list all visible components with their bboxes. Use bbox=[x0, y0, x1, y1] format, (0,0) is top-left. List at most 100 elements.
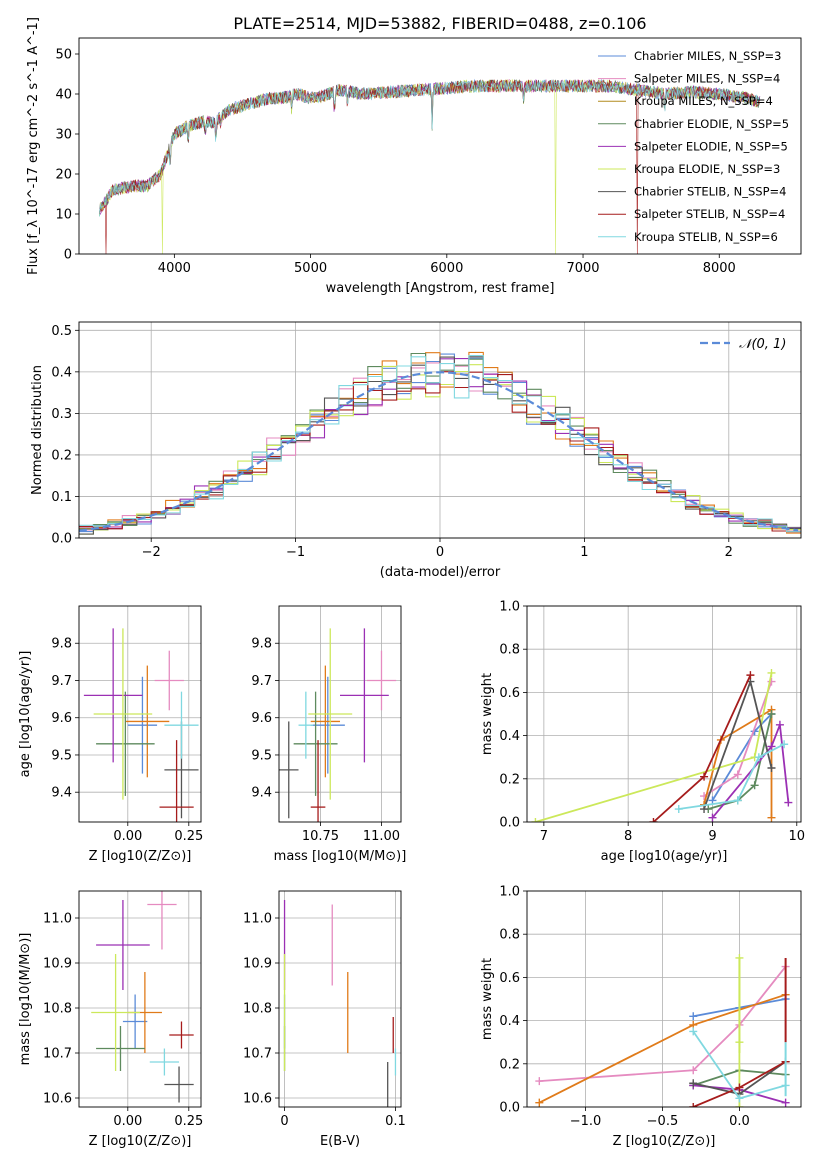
y-tick-label: 9.4 bbox=[251, 786, 272, 801]
x-tick-label: −2 bbox=[142, 545, 161, 560]
x-tick-label: 0 bbox=[436, 545, 444, 560]
weight-line bbox=[711, 724, 790, 819]
x-tick-label: 8000 bbox=[703, 261, 736, 276]
weight-marker bbox=[700, 805, 709, 814]
legend-label: Salpeter MILES, N_SSP=4 bbox=[634, 72, 780, 86]
x-tick-label: 7 bbox=[540, 829, 548, 844]
weight-marker bbox=[708, 813, 717, 822]
y-tick-label: 9.8 bbox=[251, 637, 272, 652]
weight-marker bbox=[784, 798, 793, 807]
x-tick-label: 8 bbox=[624, 829, 632, 844]
x-tick-label: 0.25 bbox=[174, 1114, 203, 1129]
weight-marker bbox=[767, 742, 776, 751]
y-tick-label: 0.6 bbox=[499, 686, 520, 701]
weight-marker bbox=[767, 710, 776, 718]
x-axis-label: mass [log10(M/M⊙)] bbox=[274, 849, 407, 864]
y-tick-label: 11.0 bbox=[243, 912, 272, 927]
y-tick-label: 9.4 bbox=[51, 786, 72, 801]
y-axis-label: Normed distribution bbox=[30, 365, 45, 495]
y-tick-label: 50 bbox=[55, 48, 72, 63]
y-tick-label: 1.0 bbox=[499, 600, 520, 615]
y-tick-label: 0.2 bbox=[499, 772, 520, 787]
plot-frame bbox=[78, 321, 802, 539]
weight-marker bbox=[689, 1066, 698, 1075]
weight-marker bbox=[700, 772, 709, 781]
y-tick-label: 0.4 bbox=[499, 729, 520, 744]
y-axis-label: Flux [f_λ 10^-17 erg cm^-2 s^-1 A^-1] bbox=[26, 17, 41, 275]
x-tick-label: 0.00 bbox=[113, 1114, 142, 1129]
weight-marker bbox=[754, 753, 763, 762]
y-tick-label: 10.7 bbox=[243, 1047, 272, 1062]
y-tick-label: 9.7 bbox=[251, 674, 272, 689]
x-tick-label: 0 bbox=[280, 1114, 288, 1129]
axes-residuals: −2 −1 0 1 2 0.0 0.1 0.2 0.3 0.4 0.5 (data-model)/er… bbox=[30, 322, 801, 580]
x-axis-label: age [log10(age/yr)] bbox=[601, 849, 728, 864]
x-tick-label: 10.75 bbox=[302, 829, 339, 844]
legend-label: Chabrier ELODIE, N_SSP=5 bbox=[634, 117, 789, 131]
y-tick-label: 0.0 bbox=[499, 1101, 520, 1116]
axes-z-age: 0.00 0.25 9.4 9.5 9.6 9.7 9.8 Z [log10(Z/Z⊙)] ag… bbox=[18, 606, 203, 864]
errorbar-points bbox=[283, 900, 397, 1107]
x-tick-label: 0.00 bbox=[113, 829, 142, 844]
weight-marker bbox=[531, 818, 540, 822]
legend-label: Salpeter ELODIE, N_SSP=5 bbox=[634, 139, 788, 153]
axes-z-weight: −1.0 −0.5 0.0 0.0 0.2 0.4 0.6 0.8 1.0 Z [log10(Z/… bbox=[480, 885, 801, 1149]
weight-series bbox=[531, 668, 793, 822]
y-tick-label: 10.8 bbox=[43, 1002, 72, 1017]
errorbar-points bbox=[83, 628, 199, 822]
x-tick-label: 2 bbox=[725, 545, 733, 560]
weight-marker bbox=[750, 781, 759, 790]
legend-label: Chabrier MILES, N_SSP=3 bbox=[634, 49, 781, 63]
y-tick-label: 0.8 bbox=[499, 928, 520, 943]
y-tick-label: 10.6 bbox=[243, 1092, 272, 1107]
spectrum-series-line bbox=[99, 79, 761, 213]
y-tick-label: 0.1 bbox=[51, 490, 72, 505]
x-axis-label: (data-model)/error bbox=[380, 565, 501, 580]
errorbar-points bbox=[91, 891, 194, 1103]
weight-marker bbox=[689, 1012, 698, 1021]
weight-marker bbox=[781, 1098, 790, 1107]
axes-z-mass: 0.00 0.25 10.6 10.7 10.8 10.9 11.0 Z [log10(Z/Z… bbox=[18, 891, 203, 1149]
x-tick-label: 11.00 bbox=[363, 829, 400, 844]
weight-marker bbox=[780, 740, 789, 749]
y-tick-label: 10.9 bbox=[43, 957, 72, 972]
x-tick-label: 5000 bbox=[294, 261, 327, 276]
spectrum-legend: Chabrier MILES, N_SSP=3 Salpeter MILES, N… bbox=[598, 49, 789, 244]
y-tick-label: 10.6 bbox=[43, 1092, 72, 1107]
plot-frame bbox=[526, 890, 802, 1108]
legend-label: Kroupa MILES, N_SSP=4 bbox=[634, 94, 773, 108]
weight-marker bbox=[674, 805, 683, 814]
weight-marker bbox=[708, 796, 717, 805]
weight-series bbox=[535, 953, 790, 1107]
weight-line bbox=[535, 672, 773, 822]
y-tick-label: 9.6 bbox=[251, 711, 272, 726]
y-tick-label: 0.4 bbox=[51, 365, 72, 380]
legend-label: 𝒩(0, 1) bbox=[739, 337, 786, 352]
figure-title: PLATE=2514, MJD=53882, FIBERID=0488, z=0… bbox=[233, 14, 646, 33]
weight-line bbox=[703, 708, 773, 818]
weight-marker bbox=[735, 1103, 744, 1107]
x-axis-label: E(B-V) bbox=[320, 1134, 360, 1149]
y-tick-label: 9.5 bbox=[251, 748, 272, 763]
histogram-series bbox=[79, 351, 801, 535]
x-axis-label: Z [log10(Z/Z⊙)] bbox=[89, 849, 192, 864]
y-tick-label: 9.8 bbox=[51, 637, 72, 652]
y-tick-label: 40 bbox=[55, 88, 72, 103]
weight-marker bbox=[733, 796, 742, 805]
y-tick-label: 30 bbox=[55, 128, 72, 143]
legend-label: Kroupa ELODIE, N_SSP=3 bbox=[634, 162, 780, 176]
x-tick-label: 9 bbox=[708, 829, 716, 844]
x-tick-label: 4000 bbox=[158, 261, 191, 276]
y-tick-label: 10 bbox=[55, 208, 72, 223]
spectrum-series-line bbox=[99, 79, 761, 217]
y-tick-label: 0.2 bbox=[499, 1057, 520, 1072]
errorbar-points bbox=[279, 628, 397, 822]
plot-frame bbox=[278, 890, 402, 1108]
weight-marker bbox=[767, 668, 776, 677]
axes-mass-age: 10.75 11.00 9.4 9.5 9.6 9.7 9.8 mass [log10(M/M… bbox=[251, 606, 406, 864]
y-tick-label: 0.0 bbox=[51, 532, 72, 547]
y-axis-label: mass [log10(M/M⊙)] bbox=[18, 933, 33, 1066]
x-tick-label: −0.5 bbox=[647, 1114, 679, 1129]
weight-marker bbox=[775, 720, 784, 729]
